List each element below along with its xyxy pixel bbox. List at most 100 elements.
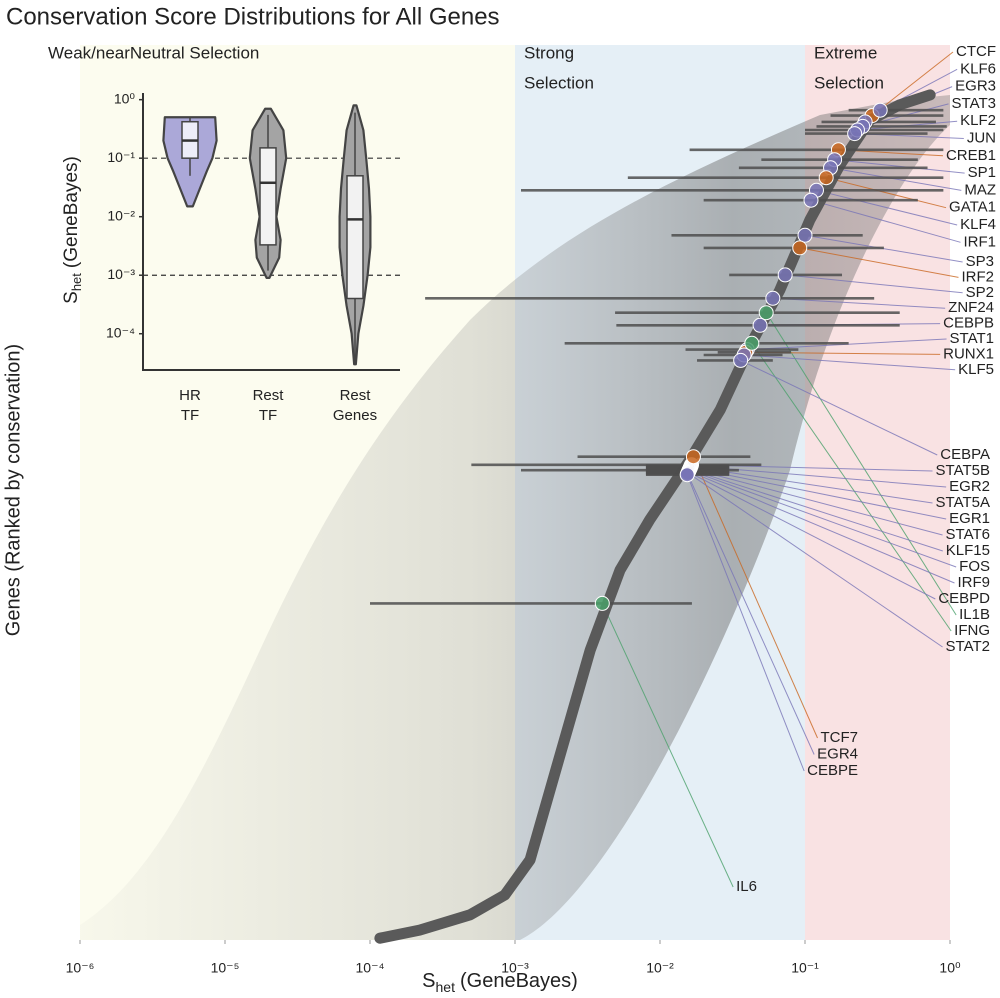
gene-label: IL1B	[959, 606, 990, 623]
gene-label: KLF4	[960, 216, 996, 233]
gene-label: SP2	[966, 284, 994, 301]
gene-point	[847, 126, 863, 142]
leader-line	[690, 467, 947, 520]
box	[346, 175, 364, 300]
x-tick-label: 10⁻⁴	[356, 960, 385, 976]
gene-label: IFNG	[954, 622, 990, 639]
leader-line	[751, 343, 952, 632]
gene-label: RUNX1	[943, 345, 994, 362]
gene-label: KLF2	[960, 112, 996, 129]
gene-point	[685, 449, 701, 465]
gene-label: CREB1	[946, 147, 996, 164]
box	[259, 147, 277, 246]
category-label: Genes	[333, 407, 377, 424]
leader-line	[689, 467, 943, 536]
x-tick-label: 10⁻¹	[791, 960, 819, 976]
gene-point	[758, 305, 774, 321]
gene-label: EGR1	[949, 510, 990, 527]
gene-point	[872, 102, 888, 118]
leader-line	[689, 469, 957, 568]
gene-label: CEBPE	[807, 762, 858, 779]
x-label-subscript: het	[436, 979, 456, 995]
category-label: TF	[181, 407, 199, 424]
leader-line	[688, 470, 955, 584]
category-label: HR	[179, 387, 201, 404]
leader-line	[688, 471, 936, 600]
gene-label: TCF7	[821, 729, 859, 746]
x-label-text: (GeneBayes)	[460, 970, 578, 992]
leader-line	[740, 359, 938, 456]
gene-point	[777, 267, 793, 283]
gene-label: STAT5A	[936, 494, 990, 511]
axis-frame	[142, 93, 400, 371]
leader-line	[744, 354, 956, 371]
y-tick-label: 10⁻²	[107, 207, 135, 223]
gene-point	[679, 467, 695, 483]
leader-line	[816, 189, 958, 226]
x-tick-label: 10⁰	[939, 960, 961, 976]
y-tick-label: 10⁻⁴	[106, 324, 135, 340]
gene-label: CTCF	[956, 43, 996, 60]
x-tick-label: 10⁻⁶	[66, 960, 95, 976]
inset-label-text: (GeneBayes)	[61, 156, 82, 268]
leader-line	[687, 472, 943, 648]
region-label: Extreme	[814, 43, 877, 62]
gene-label: GATA1	[949, 199, 996, 216]
gene-label: IRF1	[963, 233, 996, 250]
gene-label: IL6	[736, 878, 757, 895]
gene-label: STAT3	[952, 95, 996, 112]
leader-line	[601, 603, 734, 888]
x-tick-label: 10⁻²	[646, 960, 674, 976]
gene-point	[594, 595, 610, 611]
gene-label: CEBPA	[940, 446, 990, 463]
gene-label: JUN	[967, 129, 996, 146]
gene-label: KLF5	[958, 361, 994, 378]
median-curve	[374, 89, 936, 944]
gene-label: FOS	[959, 558, 990, 575]
gene-label: STAT2	[946, 638, 990, 655]
foreground: Weak/nearNeutral Selection Strong Selectio…	[48, 43, 996, 976]
inset-label-subscript: het	[69, 273, 84, 291]
category-label: Rest	[253, 387, 285, 404]
gene-label: IRF2	[961, 268, 994, 285]
gene-point	[744, 335, 760, 351]
gene-point	[797, 227, 813, 243]
gene-label: KLF6	[960, 60, 996, 77]
gene-label: EGR4	[817, 745, 858, 762]
category-label: Rest	[340, 387, 372, 404]
leader-line	[689, 468, 943, 552]
gene-cloud	[80, 95, 950, 940]
leader-line	[772, 297, 946, 309]
gene-point	[803, 192, 819, 208]
gene-label: SP1	[968, 164, 996, 181]
leader-line	[690, 466, 933, 504]
leader-line	[810, 199, 961, 243]
leader-line	[692, 456, 818, 739]
gene-point	[733, 352, 749, 368]
gene-label: MAZ	[964, 181, 996, 198]
y-tick-label: 10⁻³	[107, 266, 135, 282]
gene-label: IRF9	[957, 574, 990, 591]
gene-label: EGR3	[955, 78, 996, 95]
gene-point	[765, 290, 781, 306]
leader-line	[834, 159, 965, 174]
gene-point	[792, 240, 808, 256]
leader-line	[785, 274, 963, 294]
gene-label: STAT6	[946, 526, 990, 543]
region-label: Strong	[524, 43, 574, 62]
region-label: Selection	[524, 73, 594, 92]
leader-line	[799, 247, 959, 278]
leader-line	[830, 167, 962, 191]
chart-title: Conservation Score Distributions for All…	[6, 3, 500, 30]
gene-label: STAT5B	[936, 462, 990, 479]
x-tick-label: 10⁻⁵	[211, 960, 240, 976]
category-label: TF	[259, 407, 277, 424]
cloud-shape	[80, 95, 950, 940]
gene-label: STAT1	[950, 330, 994, 347]
leader-line	[826, 177, 947, 209]
gene-point	[752, 317, 768, 333]
y-axis-label: Genes (Ranked by conservation)	[2, 344, 24, 636]
leader-line	[687, 473, 815, 755]
gene-label: CEBPB	[943, 315, 994, 332]
